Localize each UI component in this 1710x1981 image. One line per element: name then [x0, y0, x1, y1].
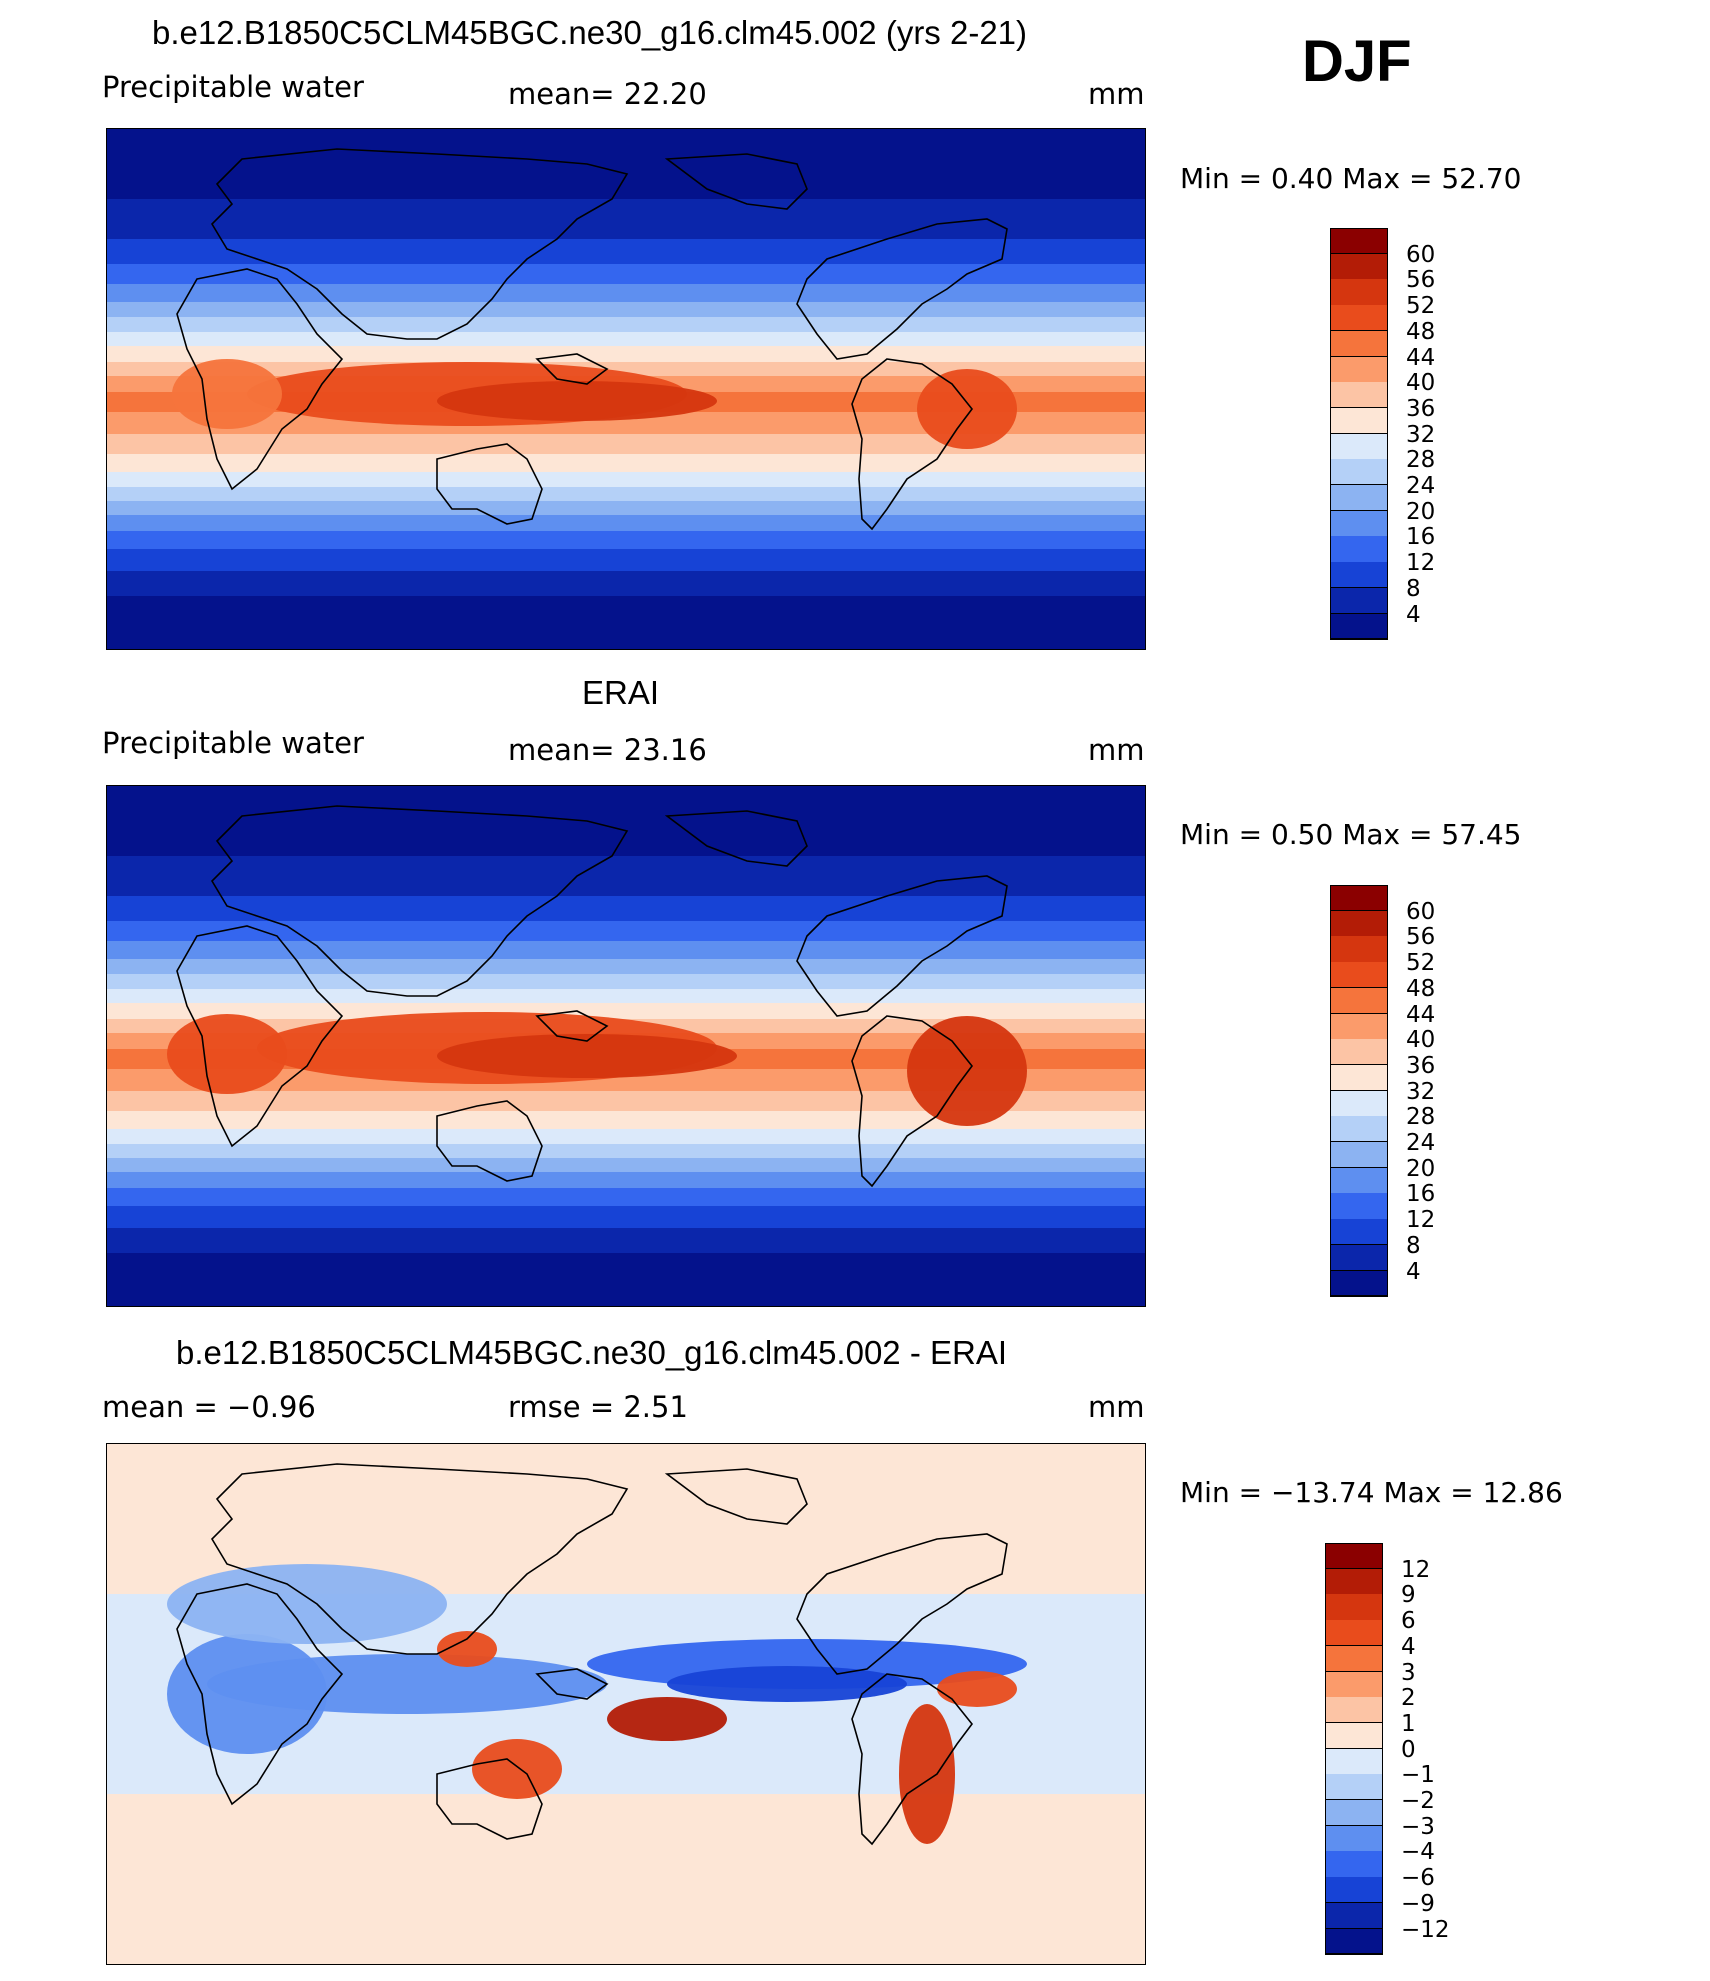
colorbar-tick-label: 20 — [1406, 1155, 1436, 1182]
colorbar-tick-label: 24 — [1406, 1130, 1436, 1156]
panel3-mean-label: mean = −0.96 — [102, 1390, 316, 1424]
panel1-mean-label: mean= 22.20 — [508, 77, 707, 111]
colorbar-tick-label: 40 — [1406, 1027, 1436, 1054]
panel1-title: b.e12.B1850C5CLM45BGC.ne30_g16.clm45.002… — [152, 14, 1028, 51]
colorbar-tick-label: 6 — [1401, 1608, 1416, 1635]
panel2-minmax: Min = 0.50 Max = 57.45 — [1180, 818, 1522, 851]
colorbar-tick-label: 56 — [1406, 267, 1436, 294]
colorbar-tick-label: −6 — [1401, 1865, 1435, 1892]
colorbar-tick-label: 40 — [1406, 370, 1436, 397]
colorbar-tick-label: 16 — [1406, 1181, 1436, 1208]
colorbar-swatch — [1325, 1800, 1383, 1827]
colorbar-swatch — [1330, 279, 1388, 306]
colorbar-swatch — [1330, 228, 1388, 255]
colorbar-swatch — [1330, 885, 1388, 912]
colorbar-tick-label: 28 — [1406, 1104, 1436, 1131]
colorbar-swatch — [1330, 536, 1388, 563]
colorbar-tick-label: 8 — [1406, 1232, 1421, 1259]
colorbar-frame — [1330, 885, 1388, 1297]
colorbar-tick-label: −3 — [1401, 1813, 1435, 1840]
panel1-units: mm — [1088, 77, 1145, 111]
colorbar-swatch — [1330, 330, 1388, 357]
colorbar-swatch — [1330, 1064, 1388, 1092]
colorbar-tick-label: 0 — [1401, 1736, 1416, 1763]
colorbar-swatch — [1325, 1774, 1383, 1801]
panel2-mean-label: mean= 23.16 — [508, 733, 707, 767]
panel1-minmax: Min = 0.40 Max = 52.70 — [1180, 162, 1522, 195]
colorbar-tick-label: 60 — [1406, 898, 1436, 925]
colorbar-tick-label: 44 — [1406, 344, 1436, 371]
panel3-title: b.e12.B1850C5CLM45BGC.ne30_g16.clm45.002… — [176, 1334, 1008, 1371]
colorbar-swatch — [1330, 962, 1388, 989]
map-field — [107, 1444, 1145, 1964]
colorbar-swatch — [1330, 382, 1388, 409]
colorbar-tick-label: 48 — [1406, 975, 1436, 1002]
colorbar-tick-label: 32 — [1406, 1078, 1436, 1105]
colorbar-tick-label: −2 — [1401, 1788, 1435, 1814]
colorbar-tick-label: 4 — [1401, 1633, 1416, 1660]
panel2-units: mm — [1088, 733, 1145, 767]
panel3-map — [106, 1443, 1146, 1965]
colorbar-tick-label: 44 — [1406, 1001, 1436, 1028]
colorbar-swatch — [1330, 1142, 1388, 1169]
colorbar-tick-label: 3 — [1401, 1659, 1416, 1686]
colorbar-swatch — [1330, 485, 1388, 512]
colorbar-swatch — [1330, 910, 1388, 937]
panel3-minmax: Min = −13.74 Max = 12.86 — [1180, 1476, 1563, 1509]
colorbar-swatch — [1325, 1877, 1383, 1904]
panel2-map — [106, 785, 1146, 1307]
colorbar-tick-label: 56 — [1406, 924, 1436, 951]
colorbar-tick-label: −12 — [1401, 1916, 1450, 1943]
colorbar-tick-label: 8 — [1406, 575, 1421, 602]
map-field — [107, 786, 1145, 1306]
panel3-rmse-label: rmse = 2.51 — [508, 1390, 688, 1424]
colorbar-tick-label: −1 — [1401, 1762, 1435, 1789]
colorbar-tick-label: 12 — [1406, 1207, 1436, 1234]
colorbar-tick-label: 24 — [1406, 473, 1436, 499]
panel1-map — [106, 128, 1146, 650]
season-label: DJF — [1302, 29, 1412, 94]
colorbar-tick-label: 48 — [1406, 318, 1436, 345]
colorbar-frame — [1325, 1543, 1383, 1955]
colorbar-tick-label: 36 — [1406, 1052, 1436, 1079]
colorbar-tick-label: 52 — [1406, 950, 1436, 977]
panel3-units: mm — [1088, 1390, 1145, 1424]
colorbar-tick-label: 32 — [1406, 421, 1436, 448]
colorbar-tick-label: 12 — [1406, 550, 1436, 577]
colorbar-swatch — [1325, 1671, 1383, 1698]
colorbar-tick-label: 16 — [1406, 524, 1436, 551]
colorbar-tick-label: 52 — [1406, 293, 1436, 320]
colorbar-swatch — [1330, 459, 1388, 486]
colorbar-swatch — [1330, 936, 1388, 963]
colorbar-tick-label: 4 — [1406, 1258, 1421, 1285]
colorbar-swatch — [1325, 1620, 1383, 1647]
colorbar-swatch — [1330, 562, 1388, 589]
panel2-title: ERAI — [582, 674, 660, 711]
colorbar-tick-label: 12 — [1401, 1556, 1431, 1583]
colorbar-tick-label: −9 — [1401, 1890, 1435, 1917]
colorbar-frame — [1330, 228, 1388, 640]
colorbar-swatch — [1325, 1748, 1383, 1775]
panel1-variable-label: Precipitable water — [102, 70, 364, 104]
colorbar-tick-label: 2 — [1401, 1685, 1416, 1712]
colorbar-tick-label: −4 — [1401, 1839, 1435, 1866]
colorbar-tick-label: 9 — [1401, 1582, 1416, 1609]
colorbar-tick-label: 36 — [1406, 395, 1436, 422]
colorbar-swatch — [1330, 1116, 1388, 1143]
colorbar-swatch — [1325, 1568, 1383, 1595]
colorbar-tick-label: 4 — [1406, 601, 1421, 628]
map-field — [107, 129, 1145, 649]
colorbar-tick-label: 60 — [1406, 241, 1436, 268]
colorbar-swatch — [1330, 1219, 1388, 1246]
colorbar-swatch — [1330, 510, 1388, 537]
colorbar-swatch — [1325, 1851, 1383, 1878]
colorbar-swatch — [1330, 1039, 1388, 1066]
colorbar-swatch — [1325, 1594, 1383, 1621]
colorbar-tick-label: 1 — [1401, 1710, 1416, 1737]
colorbar-tick-label: 20 — [1406, 498, 1436, 525]
colorbar-tick-label: 28 — [1406, 447, 1436, 474]
panel2-variable-label: Precipitable water — [102, 726, 364, 760]
